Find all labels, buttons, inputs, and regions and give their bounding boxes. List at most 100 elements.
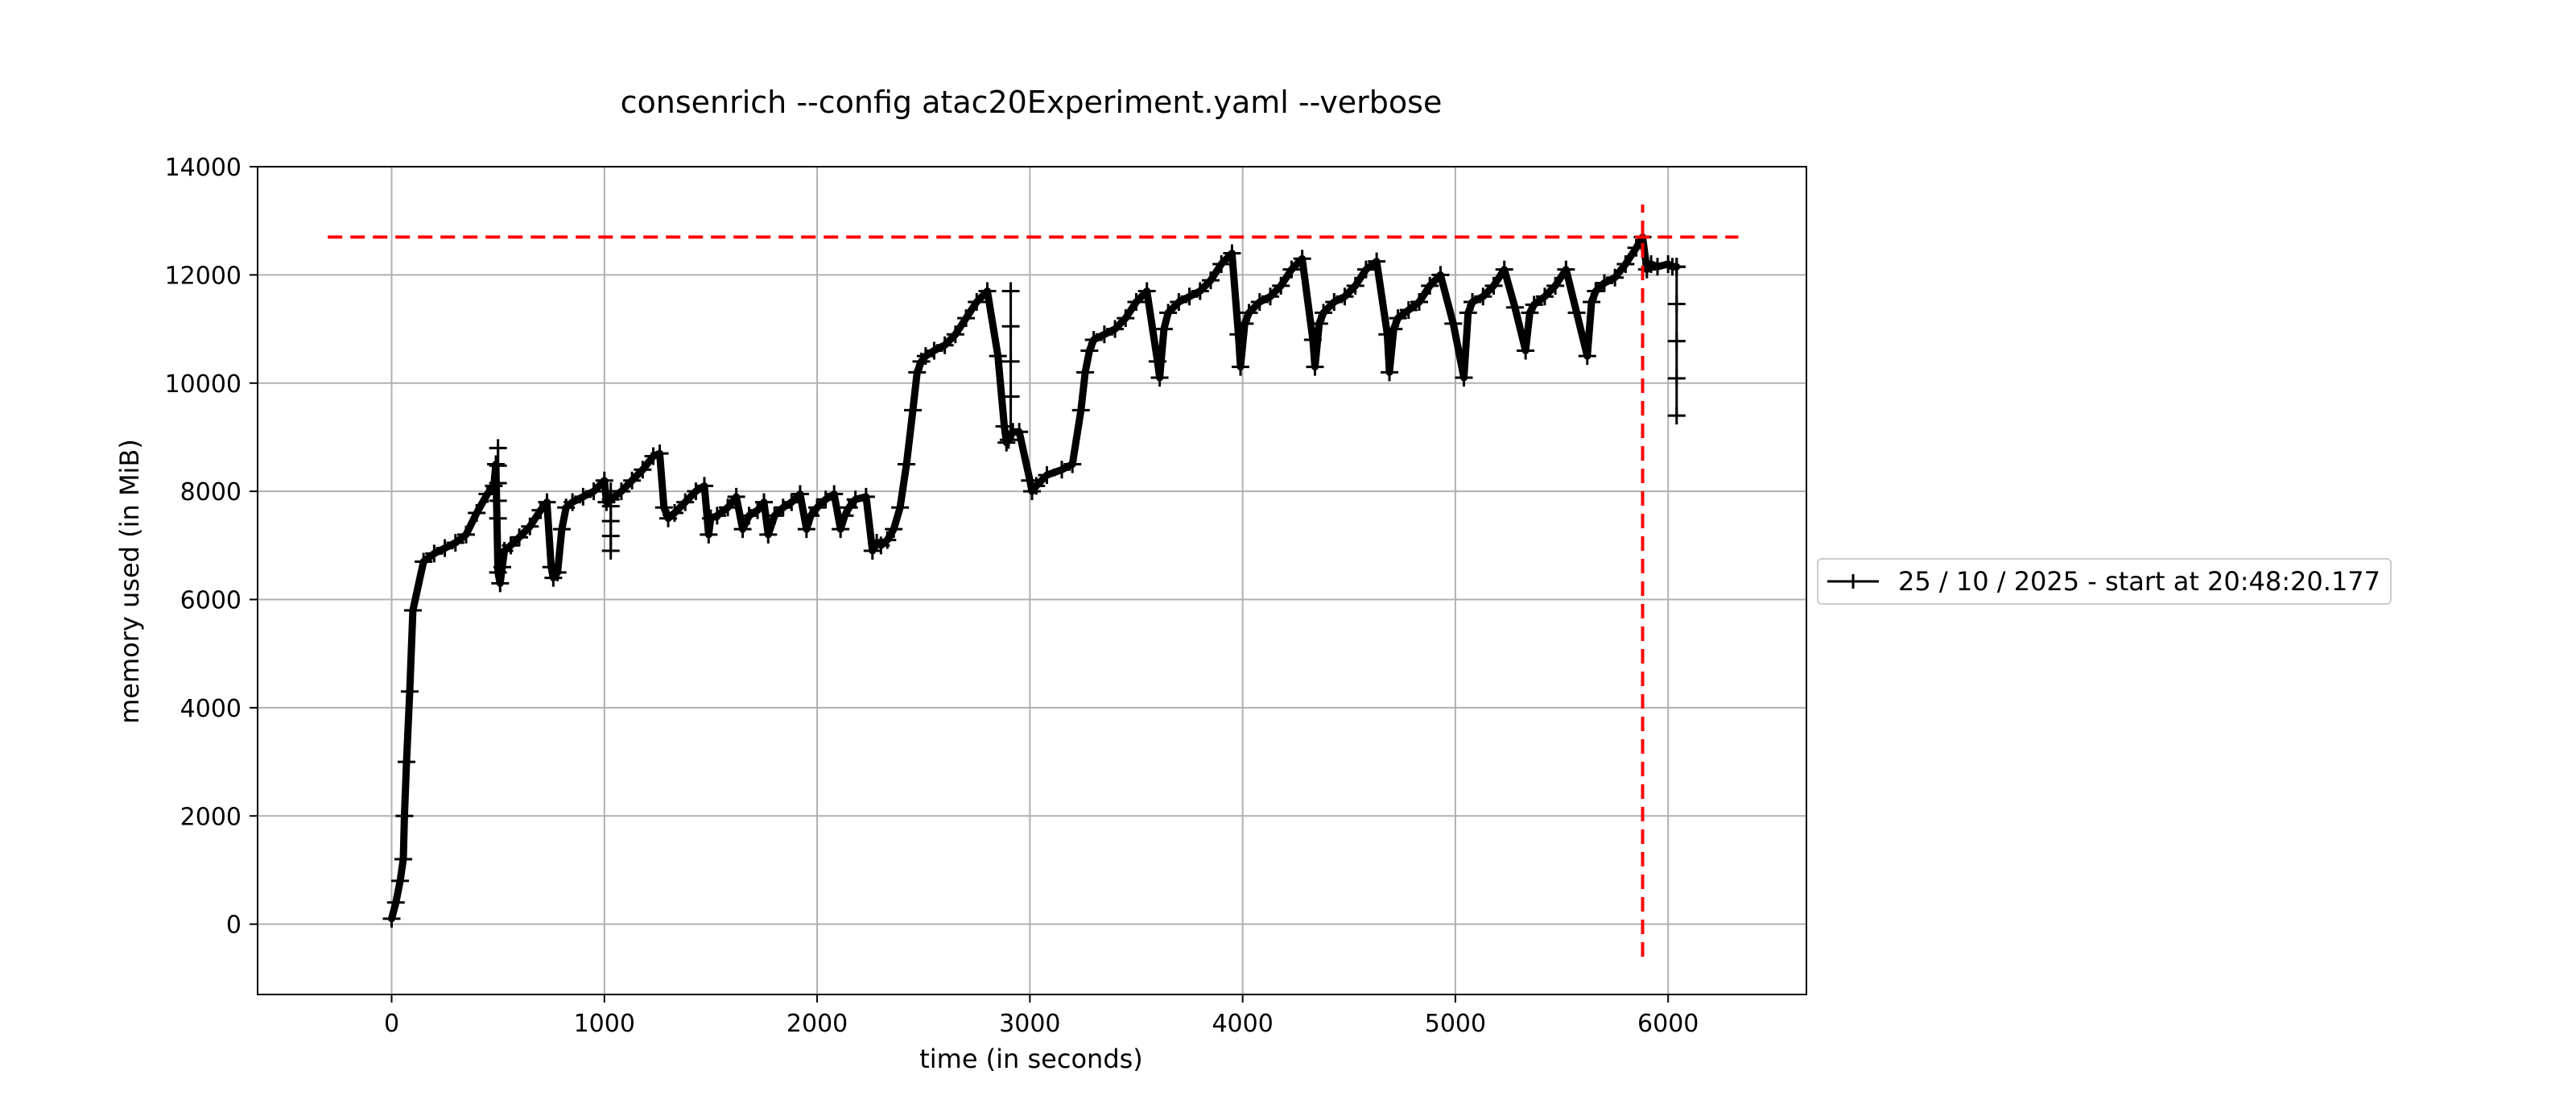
spike-marker bbox=[489, 474, 507, 493]
data-point-marker bbox=[1484, 276, 1503, 295]
data-point-marker bbox=[1306, 358, 1324, 376]
data-point-marker bbox=[1293, 250, 1311, 268]
data-point-marker bbox=[1335, 287, 1354, 306]
data-point-marker bbox=[1212, 254, 1231, 273]
data-point-marker bbox=[595, 471, 613, 490]
data-point-marker bbox=[457, 525, 475, 544]
data-point-marker bbox=[1368, 252, 1386, 271]
data-point-marker bbox=[1567, 304, 1586, 322]
x-tick-label: 3000 bbox=[999, 1010, 1060, 1038]
x-tick-label: 1000 bbox=[574, 1010, 635, 1038]
spike-marker bbox=[1667, 295, 1686, 313]
data-point-marker bbox=[846, 490, 865, 509]
data-point-marker bbox=[1191, 282, 1209, 300]
data-point-marker bbox=[1148, 352, 1166, 370]
spike-marker bbox=[1667, 407, 1686, 425]
data-point-marker bbox=[400, 682, 419, 701]
data-point-marker bbox=[1578, 347, 1596, 366]
spike-marker bbox=[1667, 369, 1686, 387]
data-point-marker bbox=[696, 477, 713, 495]
spike-marker bbox=[601, 542, 620, 560]
data-point-marker bbox=[878, 531, 897, 549]
data-point-marker bbox=[891, 498, 910, 517]
data-point-marker bbox=[908, 363, 927, 382]
data-point-marker bbox=[1095, 325, 1113, 344]
data-point-marker bbox=[791, 485, 809, 503]
data-point-marker bbox=[1137, 282, 1156, 300]
data-point-marker bbox=[386, 893, 405, 912]
y-tick-label: 6000 bbox=[180, 587, 242, 615]
data-point-marker bbox=[968, 292, 986, 311]
data-point-marker bbox=[1180, 287, 1199, 306]
x-tick-label: 5000 bbox=[1425, 1010, 1486, 1038]
data-point-marker bbox=[946, 325, 964, 344]
spike-marker bbox=[1001, 282, 1020, 300]
grid-lines bbox=[258, 166, 1806, 994]
data-point-marker bbox=[1282, 260, 1301, 279]
data-point-marker bbox=[1240, 304, 1258, 322]
data-point-marker bbox=[766, 507, 784, 525]
data-point-marker bbox=[1106, 320, 1125, 338]
data-point-marker bbox=[1356, 260, 1375, 279]
spike-marker bbox=[489, 439, 507, 457]
data-point-marker bbox=[521, 517, 539, 535]
plot-area bbox=[328, 205, 1739, 957]
data-point-marker bbox=[394, 850, 413, 869]
legend-label: 25 / 10 / 2025 - start at 20:48:20.177 bbox=[1898, 566, 2380, 597]
data-point-marker bbox=[597, 493, 616, 511]
data-point-marker bbox=[755, 493, 773, 511]
data-point-marker bbox=[1495, 260, 1513, 279]
data-point-marker bbox=[1421, 276, 1439, 295]
data-point-marker bbox=[1127, 292, 1146, 311]
data-point-marker bbox=[493, 558, 511, 577]
data-point-marker bbox=[997, 433, 1016, 452]
data-point-marker bbox=[935, 336, 954, 354]
data-point-marker bbox=[1521, 304, 1539, 322]
data-point-marker bbox=[1346, 276, 1364, 295]
data-point-marker bbox=[999, 431, 1018, 449]
data-point-marker bbox=[1583, 292, 1601, 311]
data-point-marker bbox=[1038, 465, 1056, 484]
data-point-marker bbox=[1616, 254, 1635, 273]
spike-marker bbox=[1667, 258, 1686, 276]
data-point-marker bbox=[868, 533, 886, 552]
data-point-marker bbox=[395, 807, 414, 825]
spike-marker bbox=[489, 491, 507, 510]
data-point-marker bbox=[1659, 254, 1678, 273]
spike-marker bbox=[601, 497, 620, 515]
data-point-marker bbox=[733, 520, 752, 539]
spike-marker bbox=[1001, 352, 1020, 370]
data-point-marker bbox=[1455, 369, 1473, 387]
x-tick-label: 6000 bbox=[1637, 1010, 1699, 1038]
data-point-marker bbox=[1381, 363, 1398, 382]
data-point-marker bbox=[502, 536, 520, 555]
spike-marker bbox=[1667, 332, 1686, 350]
data-point-marker bbox=[1595, 274, 1613, 292]
data-point-marker bbox=[1272, 276, 1290, 295]
y-tick-label: 4000 bbox=[180, 695, 242, 723]
data-point-marker bbox=[1076, 363, 1095, 382]
data-point-marker bbox=[1150, 369, 1169, 387]
spike-marker bbox=[489, 457, 507, 475]
data-point-marker bbox=[538, 493, 556, 511]
x-axis-label: time (in seconds) bbox=[919, 1044, 1143, 1074]
data-point-marker bbox=[1027, 477, 1046, 495]
data-point-marker bbox=[1232, 358, 1249, 376]
data-point-marker bbox=[898, 455, 916, 473]
y-tick-label: 2000 bbox=[180, 803, 242, 831]
data-point-marker bbox=[634, 461, 652, 479]
data-point-marker bbox=[700, 525, 718, 544]
data-point-marker bbox=[836, 507, 854, 525]
spike-marker bbox=[489, 509, 507, 527]
data-point-marker bbox=[1053, 461, 1071, 479]
data-point-marker bbox=[676, 493, 695, 511]
data-point-marker bbox=[1159, 304, 1178, 322]
data-point-marker bbox=[548, 563, 567, 581]
data-point-marker bbox=[654, 498, 673, 517]
spike-marker bbox=[601, 512, 620, 531]
data-point-marker bbox=[759, 525, 778, 544]
spike-marker bbox=[1001, 317, 1020, 336]
y-axis-label: memory used (in MiB) bbox=[114, 439, 145, 724]
